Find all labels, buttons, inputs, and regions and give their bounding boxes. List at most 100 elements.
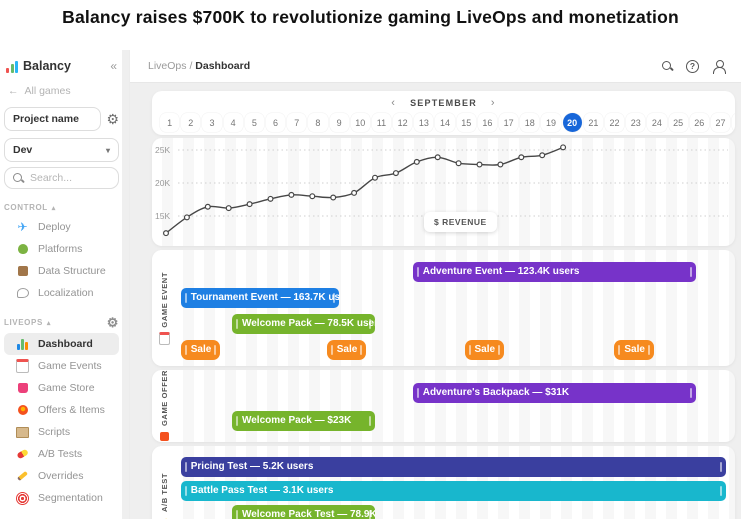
drag-handle-left[interactable] <box>618 345 621 355</box>
sidebar-item-game-store[interactable]: Game Store <box>4 377 119 399</box>
sidebar-item-dashboard[interactable]: Dashboard <box>4 333 119 355</box>
day-cell[interactable]: 7 <box>287 113 307 133</box>
day-cell[interactable]: 13 <box>414 113 434 133</box>
timeline-bar-tournament[interactable]: Tournament Event — 163.7K users <box>180 288 340 308</box>
chart-point[interactable] <box>372 174 379 181</box>
chart-point[interactable] <box>497 161 504 168</box>
drag-handle-left[interactable] <box>184 293 187 303</box>
chart-point[interactable] <box>225 205 232 212</box>
section-header-liveops[interactable]: LIVEOPS ▴ ⚙ <box>4 310 129 333</box>
timeline-bar-sale[interactable]: Sale <box>614 340 655 360</box>
drag-handle-left[interactable] <box>184 486 187 496</box>
chart-point[interactable] <box>518 154 525 161</box>
day-cell[interactable]: 10 <box>350 113 370 133</box>
drag-handle-left[interactable] <box>235 319 238 329</box>
drag-handle-left[interactable] <box>184 345 187 355</box>
drag-handle-right[interactable] <box>368 416 371 426</box>
chart-point[interactable] <box>309 193 316 200</box>
drag-handle-right[interactable] <box>333 293 336 303</box>
user-account-icon[interactable] <box>712 59 726 74</box>
search-input[interactable] <box>30 172 100 184</box>
breadcrumb-parent[interactable]: LiveOps <box>148 60 187 72</box>
sidebar-item-localization[interactable]: Localization <box>4 282 119 304</box>
chart-point[interactable] <box>204 203 211 210</box>
drag-handle-right[interactable] <box>368 319 371 329</box>
day-cell[interactable]: 5 <box>244 113 264 133</box>
chart-point[interactable] <box>246 201 253 208</box>
drag-handle-left[interactable] <box>235 510 238 519</box>
day-cell[interactable]: 14 <box>435 113 455 133</box>
chart-point[interactable] <box>476 161 483 168</box>
drag-handle-right[interactable] <box>360 345 363 355</box>
timeline-bar-welcome[interactable]: Welcome Pack — 78.5K users <box>231 314 375 334</box>
chart-point[interactable] <box>351 189 358 196</box>
day-cell[interactable]: 27 <box>710 113 731 133</box>
chart-point[interactable] <box>539 152 546 159</box>
chart-point[interactable] <box>288 191 295 198</box>
drag-handle-left[interactable] <box>468 345 471 355</box>
day-cell[interactable]: 17 <box>499 113 519 133</box>
drag-handle-left[interactable] <box>330 345 333 355</box>
chart-point[interactable] <box>413 158 420 165</box>
drag-handle-right[interactable] <box>720 486 723 496</box>
timeline-bar-sale[interactable]: Sale <box>180 340 221 360</box>
sidebar-item-a-b-tests[interactable]: A/B Tests <box>4 443 119 465</box>
environment-select[interactable]: Dev ▾ <box>4 138 119 162</box>
global-search-icon[interactable] <box>662 60 673 72</box>
day-cell[interactable]: 9 <box>329 113 349 133</box>
chart-point[interactable] <box>560 144 567 151</box>
drag-handle-left[interactable] <box>235 416 238 426</box>
project-settings-gear-icon[interactable]: ⚙ <box>106 111 119 127</box>
chart-point[interactable] <box>330 194 337 201</box>
chart-point[interactable] <box>183 214 190 221</box>
sidebar-item-offers-items[interactable]: Offers & Items <box>4 399 119 421</box>
day-cell[interactable]: 25 <box>668 113 688 133</box>
day-cell[interactable]: 6 <box>265 113 286 133</box>
sidebar-collapse-icon[interactable]: « <box>110 59 117 73</box>
sidebar-item-data-structure[interactable]: Data Structure <box>4 260 119 282</box>
project-name-field[interactable]: Project name <box>4 107 102 131</box>
timeline-bar-welcome[interactable]: Welcome Pack Test — 78.9K users <box>231 505 375 519</box>
day-cell[interactable]: 16 <box>477 113 497 133</box>
timeline-bar-adventure's[interactable]: Adventure's Backpack — $31K <box>412 383 697 403</box>
day-cell[interactable]: 3 <box>202 113 222 133</box>
prev-month-icon[interactable]: ‹ <box>391 97 397 109</box>
drag-handle-right[interactable] <box>690 388 693 398</box>
timeline-bar-pricing[interactable]: Pricing Test — 5.2K users <box>180 457 727 477</box>
day-cell[interactable]: 15 <box>456 113 476 133</box>
chart-point[interactable] <box>267 195 274 202</box>
section-header-control[interactable]: CONTROL ▴ <box>4 197 129 216</box>
section-header-singletons[interactable]: SINGLETONS▴ <box>4 515 129 519</box>
chart-point[interactable] <box>392 170 399 177</box>
day-cell[interactable]: 11 <box>371 113 392 133</box>
sidebar-item-segmentation[interactable]: Segmentation <box>4 487 119 509</box>
timeline-bar-sale[interactable]: Sale <box>464 340 505 360</box>
drag-handle-left[interactable] <box>184 462 187 472</box>
sidebar-search-box[interactable] <box>4 167 119 189</box>
day-cell[interactable]: 12 <box>393 113 413 133</box>
sidebar-item-platforms[interactable]: Platforms <box>4 238 119 260</box>
help-icon[interactable]: ? <box>686 59 699 73</box>
day-cell[interactable]: 19 <box>541 113 561 133</box>
day-cell[interactable]: 26 <box>689 113 709 133</box>
day-cell[interactable]: 8 <box>308 113 328 133</box>
chart-point[interactable] <box>434 154 441 161</box>
timeline-bar-adventure[interactable]: Adventure Event — 123.4K users <box>412 262 697 282</box>
next-month-icon[interactable]: › <box>490 97 496 109</box>
day-cell[interactable]: 23 <box>626 113 646 133</box>
day-cell[interactable]: 4 <box>223 113 243 133</box>
all-games-link[interactable]: ← All games <box>4 81 129 105</box>
day-cell[interactable]: 18 <box>520 113 540 133</box>
drag-handle-right[interactable] <box>690 267 693 277</box>
section-gear-icon[interactable]: ⚙ <box>106 315 119 330</box>
chart-point[interactable] <box>455 160 462 167</box>
sidebar-item-deploy[interactable]: Deploy <box>4 216 119 238</box>
drag-handle-right[interactable] <box>720 462 723 472</box>
sidebar-item-game-events[interactable]: Game Events <box>4 355 119 377</box>
day-selected[interactable]: 20 <box>562 113 582 133</box>
drag-handle-right[interactable] <box>368 510 371 519</box>
drag-handle-right[interactable] <box>214 345 217 355</box>
drag-handle-left[interactable] <box>416 267 419 277</box>
day-cell[interactable]: 21 <box>583 113 603 133</box>
day-cell[interactable]: 2 <box>181 113 201 133</box>
